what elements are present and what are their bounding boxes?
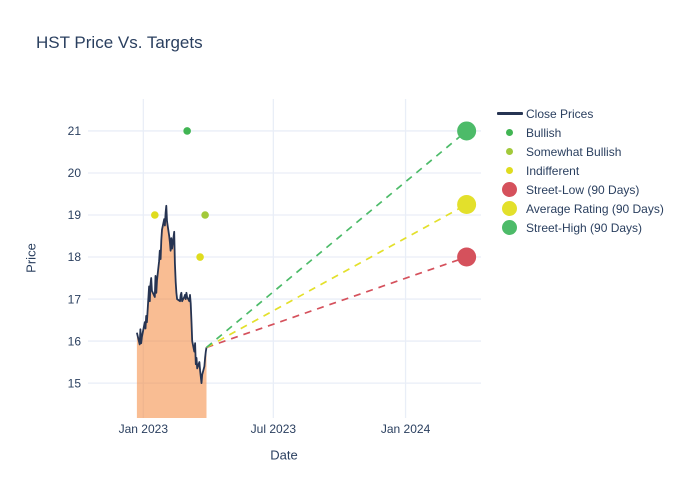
legend-label: Street-Low (90 Days) (526, 182, 640, 197)
projection-line-street-low (206, 256, 467, 349)
y-tick-label: 16 (68, 334, 82, 348)
page-title: HST Price Vs. Targets (36, 33, 203, 52)
somewhat-bullish-dot-icon (506, 148, 513, 155)
y-tick-label: 19 (68, 208, 82, 222)
close-price-area (136, 205, 207, 418)
rating-point-bullish[interactable] (183, 127, 191, 135)
projection-line-street-high (206, 130, 468, 349)
target-point-street-high[interactable] (457, 121, 477, 141)
rating-point-somewhat-bullish[interactable] (201, 211, 209, 219)
close-prices-line-icon (496, 112, 523, 115)
x-tick-label: Jan 2023 (119, 422, 169, 436)
x-tick-label: Jan 2024 (381, 422, 431, 436)
legend-label: Somewhat Bullish (526, 144, 622, 159)
street-low-dot-icon (502, 182, 517, 197)
legend-label: Close Prices (526, 106, 594, 121)
legend-label: Indifferent (526, 163, 580, 178)
legend: Close Prices Bullish Somewhat Bullish In… (493, 104, 664, 237)
legend-item-indifferent[interactable]: Indifferent (493, 161, 664, 180)
rating-point-indifferent[interactable] (151, 211, 159, 219)
legend-item-somewhat-bullish[interactable]: Somewhat Bullish (493, 142, 664, 161)
legend-item-street-low[interactable]: Street-Low (90 Days) (493, 180, 664, 199)
y-tick-label: 17 (68, 292, 82, 306)
x-tick-label: Jul 2023 (251, 422, 297, 436)
projection-line-average (206, 203, 468, 349)
legend-label: Street-High (90 Days) (526, 220, 643, 235)
close-price-line (136, 204, 208, 384)
legend-label: Average Rating (90 Days) (526, 201, 664, 216)
legend-item-street-high[interactable]: Street-High (90 Days) (493, 218, 664, 237)
y-tick-label: 15 (68, 376, 82, 390)
y-tick-label: 18 (68, 250, 82, 264)
x-axis-title: Date (270, 447, 298, 463)
indifferent-dot-icon (506, 167, 513, 174)
legend-item-average-rating[interactable]: Average Rating (90 Days) (493, 199, 664, 218)
bullish-dot-icon (506, 129, 513, 136)
rating-point-indifferent[interactable] (196, 253, 204, 261)
legend-item-bullish[interactable]: Bullish (493, 123, 664, 142)
y-tick-label: 21 (68, 124, 82, 138)
legend-label: Bullish (526, 125, 562, 140)
y-axis-title: Price (23, 243, 39, 273)
average-rating-dot-icon (502, 201, 517, 216)
target-point-average[interactable] (457, 194, 477, 214)
y-tick-label: 20 (68, 166, 82, 180)
target-point-street-low[interactable] (457, 247, 477, 267)
legend-item-close-prices[interactable]: Close Prices (493, 104, 664, 123)
street-high-dot-icon (502, 220, 517, 235)
